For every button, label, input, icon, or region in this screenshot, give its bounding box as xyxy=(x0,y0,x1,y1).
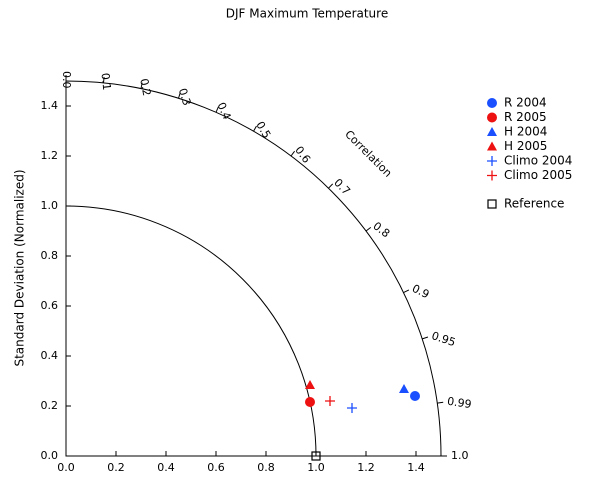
corr-tick xyxy=(328,183,334,189)
y-tick-label: 1.4 xyxy=(41,99,59,112)
y-tick-label: 0.6 xyxy=(41,299,59,312)
point xyxy=(311,451,321,461)
x-tick-label: 1.2 xyxy=(357,461,375,474)
corr-tick-label: 0.6 xyxy=(292,144,313,166)
legend-marker xyxy=(487,141,497,151)
legend-label: H 2005 xyxy=(504,139,547,153)
x-tick-label: 0.8 xyxy=(257,461,275,474)
legend-label: R 2004 xyxy=(504,96,547,110)
x-tick-label: 0.6 xyxy=(207,461,225,474)
x-tick-label: 0.4 xyxy=(157,461,175,474)
corr-tick-label: 0.1 xyxy=(99,72,114,91)
y-tick-label: 0.2 xyxy=(41,399,59,412)
point xyxy=(347,403,357,413)
point xyxy=(399,384,409,393)
corr-tick-label: 0.99 xyxy=(446,395,472,411)
corr-tick-label: 0.4 xyxy=(215,100,234,121)
legend-label: Climo 2004 xyxy=(504,154,572,168)
corr-tick-label: 1.0 xyxy=(451,449,469,462)
legend-marker xyxy=(487,112,497,123)
corr-axis-title: Correlation xyxy=(342,128,394,180)
legend-marker xyxy=(487,199,497,209)
y-tick-label: 1.0 xyxy=(41,199,59,212)
point xyxy=(410,391,420,401)
corr-tick xyxy=(290,150,296,157)
reference-arc xyxy=(65,205,317,457)
corr-tick xyxy=(140,82,143,89)
corr-tick-label: 0.8 xyxy=(370,219,392,240)
corr-tick-label: 0.5 xyxy=(253,119,273,141)
corr-tick-label: 0.0 xyxy=(60,71,73,89)
corr-tick-label: 0.3 xyxy=(176,87,194,108)
chart-title: DJF Maximum Temperature xyxy=(226,7,388,21)
legend-label: H 2004 xyxy=(504,125,547,139)
point xyxy=(325,396,335,406)
corr-tick xyxy=(178,92,181,99)
corr-tick-label: 0.95 xyxy=(430,329,457,349)
legend-marker xyxy=(487,170,497,181)
legend-marker xyxy=(487,98,497,108)
corr-tick xyxy=(253,125,257,132)
legend-label: R 2005 xyxy=(504,110,547,124)
y-axis-title: Standard Deviation (Normalized) xyxy=(13,169,27,366)
x-tick-label: 0.0 xyxy=(57,461,75,474)
corr-tick-label: 0.2 xyxy=(137,77,153,97)
corr-tick xyxy=(365,226,372,232)
corr-tick xyxy=(403,289,410,293)
legend-label: Climo 2005 xyxy=(504,168,572,182)
y-tick-label: 1.2 xyxy=(41,149,59,162)
corr-tick xyxy=(215,106,219,113)
x-tick-label: 1.0 xyxy=(307,461,325,474)
legend-marker xyxy=(487,127,497,136)
y-tick-label: 0.4 xyxy=(41,349,59,362)
corr-tick xyxy=(437,401,444,404)
legend-label: Reference xyxy=(504,197,564,211)
corr-tick-label: 0.9 xyxy=(410,282,431,301)
y-tick-label: 0.8 xyxy=(41,249,59,262)
y-tick-label: 0.0 xyxy=(41,449,59,462)
corr-tick xyxy=(103,76,105,83)
point xyxy=(305,380,315,389)
legend-marker xyxy=(487,156,497,166)
point xyxy=(305,397,315,407)
corr-tick xyxy=(422,336,429,340)
x-tick-label: 0.2 xyxy=(107,461,125,474)
axis-frame xyxy=(65,80,442,457)
x-tick-label: 1.4 xyxy=(407,461,425,474)
